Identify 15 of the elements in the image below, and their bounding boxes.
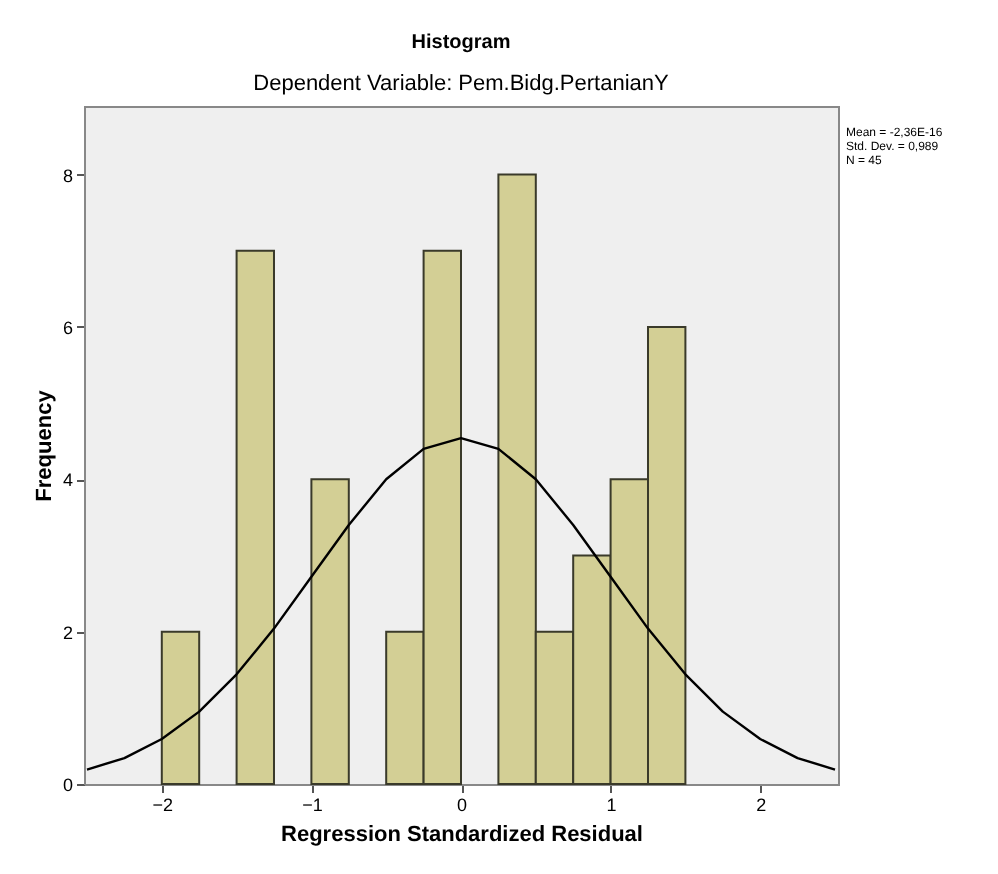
- x-tick-label: −1: [302, 795, 323, 815]
- line-series: [85, 436, 837, 771]
- y-axis-title: Frequency: [32, 388, 57, 502]
- y-tick-label: 0: [62, 775, 73, 795]
- x-tick-label: 0: [456, 795, 468, 815]
- x-axis-title: Regression Standardized Residual: [281, 823, 643, 847]
- y-tick-label: 8: [62, 165, 73, 186]
- y-tick-label: 2: [62, 622, 73, 643]
- y-tick-label: 6: [62, 317, 73, 338]
- chart-subtitle: Dependent Variable: Pem.Bidg.PertanianY: [253, 72, 671, 96]
- chart-title: Histogram: [411, 32, 511, 54]
- x-tick-label: 1: [606, 795, 617, 815]
- x-tick-label: −2: [152, 795, 174, 815]
- y-tick-label: 4: [62, 470, 73, 491]
- x-tick-label: 2: [756, 795, 767, 815]
